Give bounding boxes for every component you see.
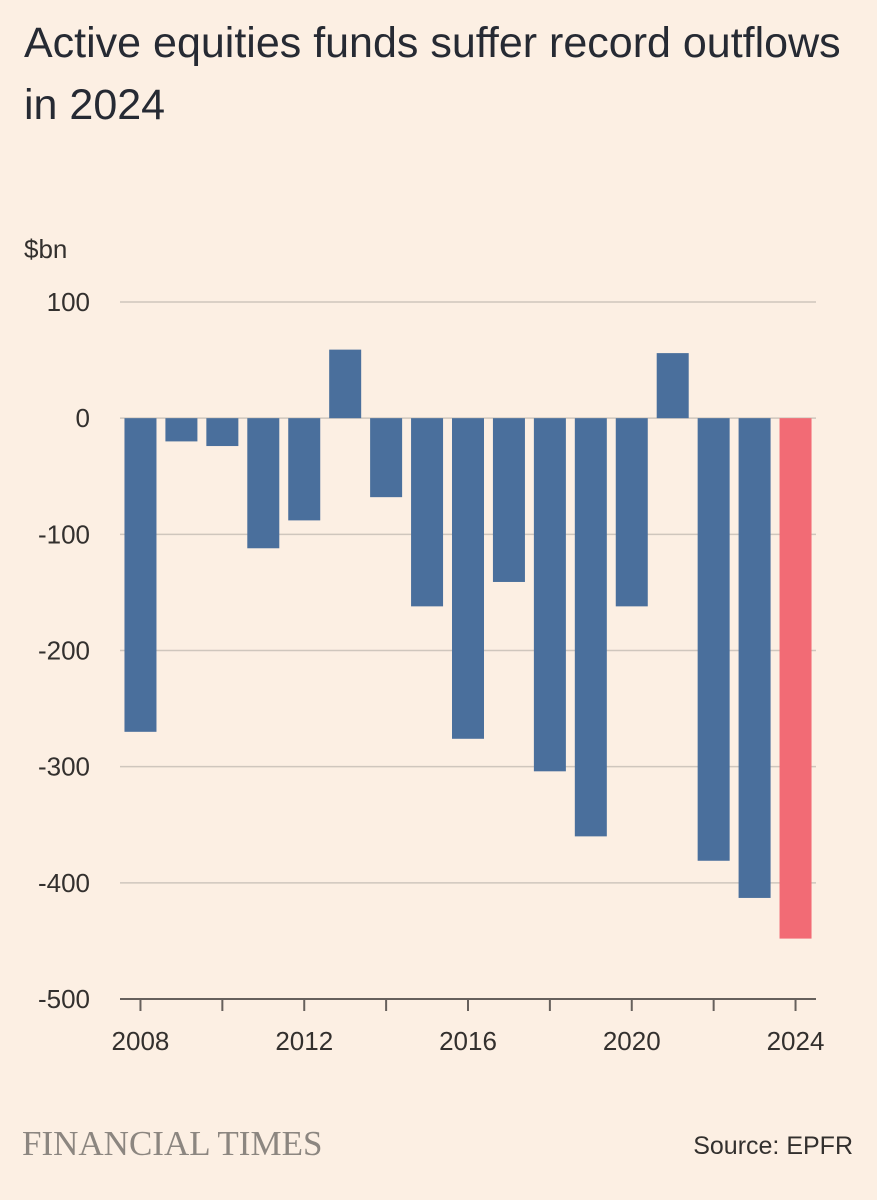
- bar-2008: [124, 418, 157, 732]
- bar-2010: [206, 418, 239, 447]
- bar-2021: [656, 353, 689, 419]
- bar-chart: $bn 100 0 -100 -200 -300 -400 -500 2008 2012 2016 2…: [24, 234, 824, 1056]
- bar-2017: [492, 418, 525, 582]
- bar-2023: [738, 418, 771, 898]
- bar-2011: [247, 418, 280, 549]
- axis-labels: $bn 100 0 -100 -200 -300 -400 -500 2008 2012 2016 2…: [24, 234, 824, 1056]
- bar-2020: [615, 418, 648, 607]
- x-tick-label: 2024: [767, 1026, 825, 1056]
- x-axis: [120, 998, 816, 1011]
- bar-2009: [165, 418, 198, 442]
- bar-2014: [370, 418, 403, 498]
- bars: [124, 349, 812, 939]
- y-tick-label: -400: [38, 868, 90, 898]
- ft-logo: FINANCIAL TIMES: [22, 1124, 323, 1163]
- x-tick-label: 2016: [439, 1026, 497, 1056]
- y-tick-label: -500: [38, 984, 90, 1014]
- y-tick-label: -200: [38, 636, 90, 666]
- bar-2016: [452, 418, 484, 739]
- x-tick-label: 2008: [112, 1026, 170, 1056]
- bar-2015: [411, 418, 444, 607]
- bar-2024: [779, 418, 812, 939]
- x-tick-label: 2012: [275, 1026, 333, 1056]
- y-axis-unit-label: $bn: [24, 234, 67, 264]
- bar-2022: [697, 418, 730, 861]
- bar-2013: [329, 349, 362, 419]
- bar-2012: [288, 418, 321, 521]
- chart-title: Active equities funds suffer record outf…: [24, 19, 841, 129]
- bar-2018: [533, 418, 566, 772]
- y-tick-label: 100: [47, 287, 90, 317]
- y-tick-label: -300: [38, 752, 90, 782]
- y-tick-label: -100: [38, 519, 90, 549]
- x-tick-label: 2020: [603, 1026, 661, 1056]
- bar-2019: [574, 418, 607, 837]
- y-tick-label: 0: [76, 403, 90, 433]
- source-note: Source: EPFR: [693, 1132, 853, 1160]
